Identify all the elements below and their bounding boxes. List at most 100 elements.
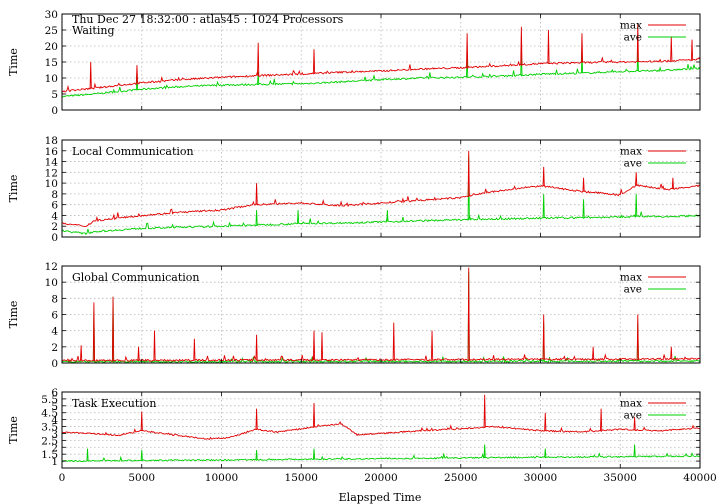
spike-max <box>320 332 324 360</box>
x-tick-label: 40000 <box>683 472 716 484</box>
spike-max <box>137 346 140 361</box>
x-tick-label: 10000 <box>205 472 238 484</box>
spike-ave <box>544 448 547 458</box>
y-tick-label: 1.5 <box>41 449 58 461</box>
panel-title: Waiting <box>72 24 115 37</box>
spike-max <box>592 346 595 360</box>
series-line-ave <box>62 211 700 236</box>
spike-ave <box>582 199 585 218</box>
spike-max <box>542 314 545 360</box>
y-tick-label: 5 <box>51 401 58 413</box>
spike-max <box>92 302 95 361</box>
series-group <box>62 150 700 236</box>
spike-ave <box>483 444 486 458</box>
y-tick-label: 8 <box>51 189 58 201</box>
spike-max <box>580 33 584 63</box>
spike-max <box>193 338 196 361</box>
y-tick-label: 4 <box>51 326 58 338</box>
spike-max <box>392 322 395 360</box>
x-tick-label: 30000 <box>524 472 557 484</box>
y-tick-label: 15 <box>45 57 58 69</box>
y-tick-label: 16 <box>45 146 59 158</box>
y-tick-label: 1 <box>51 456 58 468</box>
spike-max <box>80 345 83 361</box>
spike-max <box>111 296 115 361</box>
spike-max <box>312 330 316 360</box>
x-tick-label: 0 <box>59 472 66 484</box>
spike-max <box>520 26 523 65</box>
spike-ave <box>312 448 316 460</box>
spike-max <box>600 408 603 431</box>
spike-max <box>255 183 258 205</box>
spike-max <box>467 267 470 360</box>
spike-max <box>670 346 673 360</box>
spike-ave <box>542 193 545 219</box>
spike-max <box>542 166 545 187</box>
spike-ave <box>386 210 389 222</box>
spike-ave <box>296 210 300 224</box>
spike-max <box>257 42 260 76</box>
y-axis-label: Time <box>7 301 20 329</box>
series-line-ave <box>62 452 700 463</box>
panel-title: Local Communication <box>72 145 194 158</box>
spike-max <box>670 36 673 61</box>
series-group <box>62 23 700 98</box>
spike-max <box>671 177 674 190</box>
series-group <box>62 394 700 463</box>
y-tick-label: 4.5 <box>41 408 58 420</box>
series-line-ave <box>62 64 700 98</box>
y-tick-label: 5.5 <box>41 394 58 406</box>
spike-ave <box>633 444 636 457</box>
spike-max <box>635 172 638 186</box>
panel-title: Global Communication <box>72 271 200 284</box>
y-tick-label: 30 <box>45 9 58 21</box>
spike-max <box>135 65 139 84</box>
series-line-max <box>62 183 700 228</box>
legend-label-max: max <box>620 398 642 410</box>
y-axis-label: Time <box>7 416 20 444</box>
y-tick-label: 6 <box>51 200 58 212</box>
y-tick-label: 12 <box>45 167 58 179</box>
spike-max <box>153 330 156 361</box>
spike-ave <box>635 193 638 217</box>
y-axis-label: Time <box>7 48 20 76</box>
spike-ave <box>86 448 89 461</box>
spike-max <box>255 334 258 361</box>
spike-ave <box>140 450 143 461</box>
y-tick-label: 3 <box>51 428 58 440</box>
spike-max <box>430 330 434 360</box>
legend-label-ave: ave <box>624 410 642 422</box>
y-tick-label: 10 <box>45 73 58 85</box>
spike-max <box>312 49 316 74</box>
series-line-max <box>62 56 700 93</box>
spike-max <box>483 394 486 428</box>
x-tick-label: 5000 <box>128 472 155 484</box>
y-tick-label: 0 <box>51 358 58 370</box>
y-axis-label: Time <box>7 175 20 203</box>
panel-4: 11.522.533.544.555.56 0 5000 10000 15000 2000… <box>7 387 717 484</box>
series-line-max <box>62 420 700 440</box>
y-tick-label: 12 <box>45 261 58 273</box>
spike-max <box>255 408 258 430</box>
spike-max <box>466 33 469 68</box>
y-tick-label: 2 <box>51 442 58 454</box>
y-tick-label: 4 <box>51 415 58 427</box>
y-tick-label: 14 <box>45 157 59 169</box>
figure-header: Thu Dec 27 18:32:00 : atlas45 : 1024 Pro… <box>72 13 344 26</box>
y-tick-label: 5 <box>51 89 58 101</box>
spike-max <box>690 39 694 60</box>
spike-max <box>547 29 550 64</box>
y-tick-label: 2 <box>51 221 58 233</box>
x-tick-label: 20000 <box>364 472 397 484</box>
y-tick-label: 2.5 <box>41 435 58 447</box>
y-tick-label: 10 <box>45 277 58 289</box>
y-tick-label: 10 <box>45 178 58 190</box>
legend-label-ave: ave <box>624 32 642 44</box>
spike-ave <box>257 71 260 85</box>
y-tick-label: 3.5 <box>41 422 58 434</box>
y-tick-label: 8 <box>51 293 58 305</box>
